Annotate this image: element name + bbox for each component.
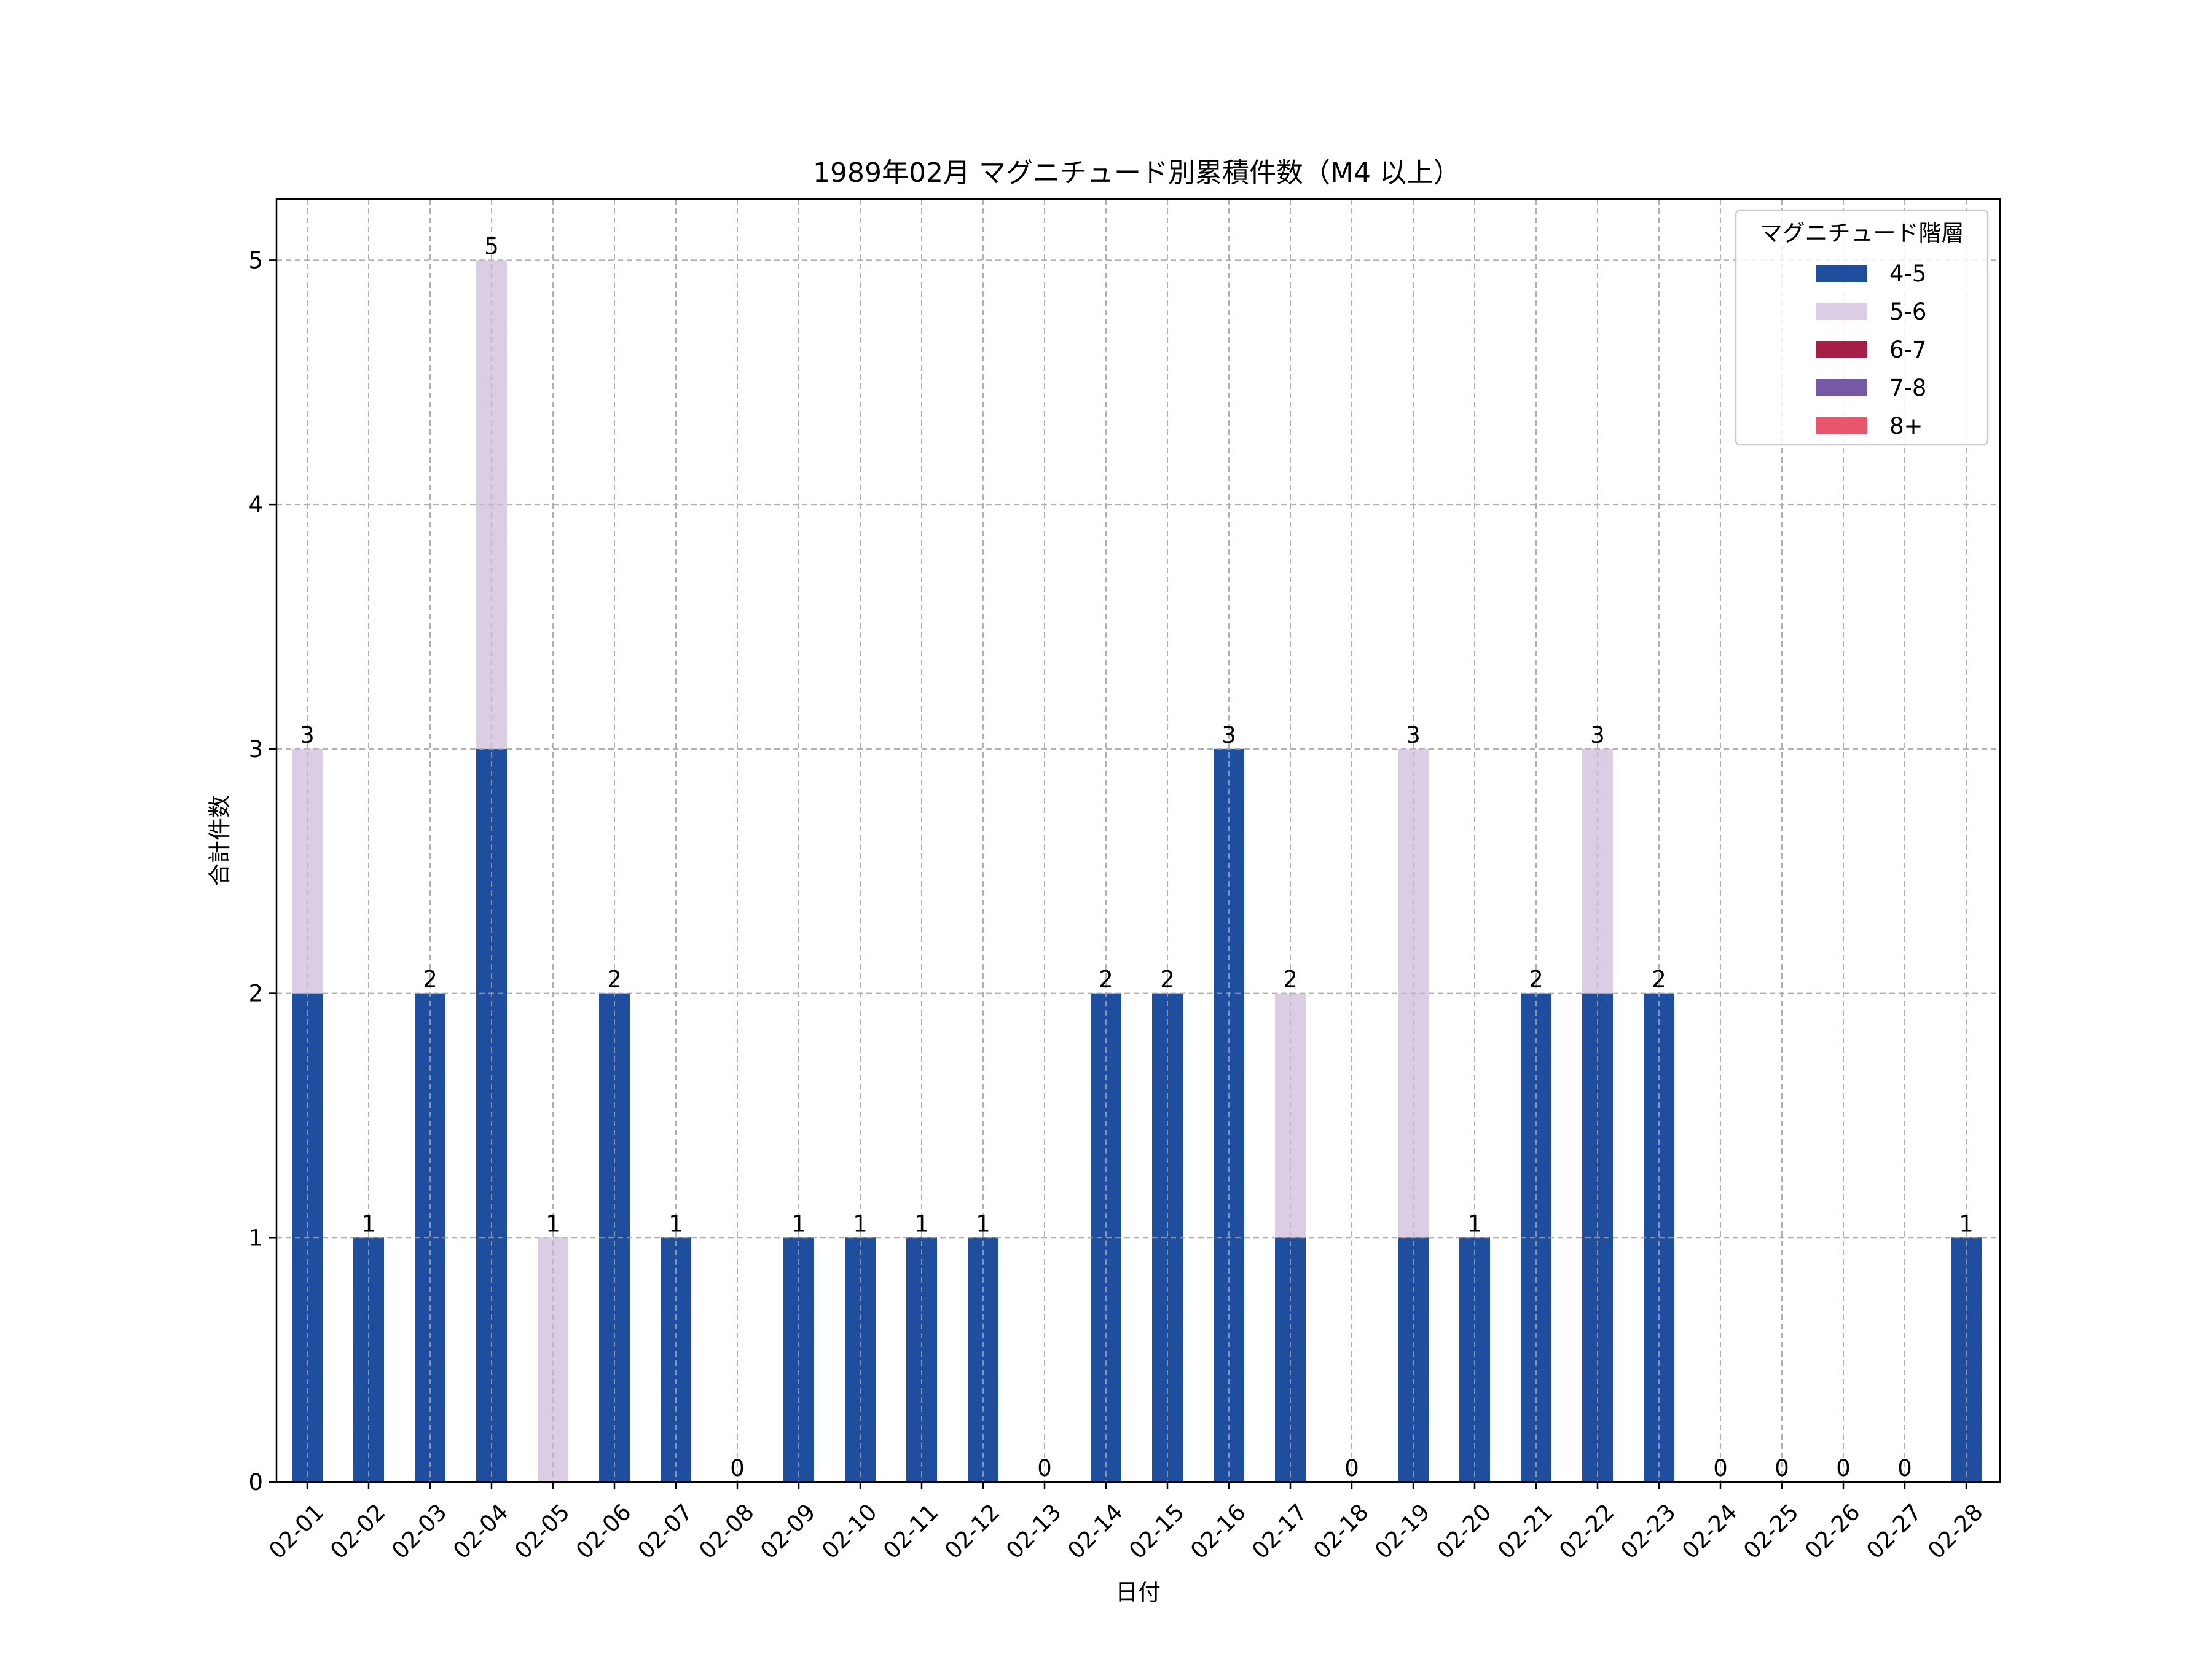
bar-total-label-02-13: 0 xyxy=(1037,1455,1052,1481)
bar-total-label-02-09: 1 xyxy=(791,1210,806,1237)
bar-total-label-02-11: 1 xyxy=(914,1210,929,1237)
bar-total-label-02-28: 1 xyxy=(1959,1210,1974,1237)
legend-swatch-8+ xyxy=(1816,417,1867,434)
bar-total-label-02-08: 0 xyxy=(730,1455,745,1481)
y-tick-label-5: 5 xyxy=(248,247,263,273)
bar-total-labels: 3 1 2 5 1 2 1 0 1 1 1 1 0 2 2 3 2 0 3 1 2 3 2 0 0 0 0 1 xyxy=(300,233,1974,1481)
bar-total-label-02-10: 1 xyxy=(853,1210,868,1237)
bar-total-label-02-22: 3 xyxy=(1590,722,1605,748)
legend-label-8+: 8+ xyxy=(1889,413,1923,439)
x-tick-label-02-01: 02-01 xyxy=(264,1499,329,1564)
bar-total-label-02-02: 1 xyxy=(361,1210,376,1237)
bar-total-label-02-25: 0 xyxy=(1775,1455,1789,1481)
legend-swatch-5-6 xyxy=(1816,303,1867,320)
legend: マグニチュード階層 4-5 5-6 6-7 7-8 8+ xyxy=(1735,209,1989,446)
x-tick-label-02-09: 02-09 xyxy=(755,1499,820,1564)
bar-total-label-02-17: 2 xyxy=(1283,967,1298,993)
legend-frame xyxy=(1735,209,1989,446)
x-tick-label-02-15: 02-15 xyxy=(1124,1499,1189,1564)
y-tick-label-1: 1 xyxy=(248,1225,263,1251)
x-tick-label-02-03: 02-03 xyxy=(386,1499,452,1564)
x-tick-label-02-05: 02-05 xyxy=(509,1499,575,1564)
x-tick-label-02-21: 02-21 xyxy=(1492,1499,1558,1564)
x-axis-label: 日付 xyxy=(1115,1579,1161,1606)
x-tick-label-02-20: 02-20 xyxy=(1431,1499,1496,1564)
bar-total-label-02-14: 2 xyxy=(1099,967,1113,993)
x-tick-label-02-18: 02-18 xyxy=(1308,1499,1373,1564)
bar-total-label-02-03: 2 xyxy=(423,967,437,993)
bar-total-label-02-23: 2 xyxy=(1652,967,1666,993)
x-tick-label-02-12: 02-12 xyxy=(939,1499,1005,1564)
y-tick-label-4: 4 xyxy=(248,492,263,518)
plot-frame xyxy=(275,198,2001,1483)
x-tick-label-02-11: 02-11 xyxy=(878,1499,943,1564)
x-tick-label-02-28: 02-28 xyxy=(1923,1499,1988,1564)
bar-total-label-02-18: 0 xyxy=(1344,1455,1359,1481)
x-axis-ticks: 02-0102-0202-0302-0402-0502-0602-0702-08… xyxy=(264,1482,1988,1564)
x-tick-label-02-19: 02-19 xyxy=(1370,1499,1435,1564)
bars xyxy=(276,199,2000,1482)
legend-title: マグニチュード階層 xyxy=(1760,220,1964,246)
legend-swatch-4-5 xyxy=(1816,265,1867,282)
bar-total-label-02-20: 1 xyxy=(1467,1210,1482,1237)
x-tick-label-02-16: 02-16 xyxy=(1185,1499,1250,1564)
x-tick-label-02-07: 02-07 xyxy=(632,1499,697,1564)
bar-total-label-02-12: 1 xyxy=(976,1210,990,1237)
y-tick-label-0: 0 xyxy=(248,1469,263,1496)
x-tick-label-02-22: 02-22 xyxy=(1554,1499,1619,1564)
y-tick-label-3: 3 xyxy=(248,736,263,763)
bar-total-label-02-27: 0 xyxy=(1897,1455,1912,1481)
y-tick-label-2: 2 xyxy=(248,981,263,1007)
bar-total-label-02-24: 0 xyxy=(1713,1455,1728,1481)
bar-total-label-02-19: 3 xyxy=(1406,722,1421,748)
x-tick-label-02-04: 02-04 xyxy=(448,1499,513,1564)
x-tick-label-02-17: 02-17 xyxy=(1247,1499,1312,1564)
bar-total-label-02-15: 2 xyxy=(1160,967,1175,993)
legend-label-7-8: 7-8 xyxy=(1889,375,1926,401)
bar-total-label-02-05: 1 xyxy=(546,1210,560,1237)
x-tick-label-02-24: 02-24 xyxy=(1677,1499,1742,1564)
bar-total-label-02-26: 0 xyxy=(1836,1455,1851,1481)
legend-label-4-5: 4-5 xyxy=(1889,261,1926,287)
legend-label-6-7: 6-7 xyxy=(1889,337,1926,363)
bar-total-label-02-06: 2 xyxy=(607,967,622,993)
bar-total-label-02-21: 2 xyxy=(1529,967,1543,993)
x-tick-label-02-14: 02-14 xyxy=(1062,1499,1128,1564)
chart-title: 1989年02月 マグニチュード別累積件数（M4 以上） xyxy=(813,157,1461,189)
x-tick-label-02-08: 02-08 xyxy=(694,1499,759,1564)
x-tick-label-02-25: 02-25 xyxy=(1738,1499,1803,1564)
x-tick-label-02-13: 02-13 xyxy=(1001,1499,1066,1564)
y-axis-label: 合計件数 xyxy=(206,795,233,886)
bar-total-label-02-07: 1 xyxy=(669,1210,683,1237)
x-tick-label-02-02: 02-02 xyxy=(325,1499,390,1564)
x-tick-label-02-26: 02-26 xyxy=(1800,1499,1865,1564)
y-axis-ticks: 0 1 2 3 4 5 xyxy=(248,247,276,1496)
bar-total-label-02-16: 3 xyxy=(1222,722,1236,748)
x-tick-label-02-27: 02-27 xyxy=(1861,1499,1926,1564)
x-tick-label-02-23: 02-23 xyxy=(1615,1499,1681,1564)
bar-total-label-02-01: 3 xyxy=(300,722,315,748)
legend-swatch-7-8 xyxy=(1816,379,1867,396)
bar-total-label-02-04: 5 xyxy=(484,233,499,259)
x-tick-label-02-10: 02-10 xyxy=(817,1499,882,1564)
grid-overlay xyxy=(276,199,2000,1482)
legend-label-5-6: 5-6 xyxy=(1889,299,1926,325)
legend-swatch-6-7 xyxy=(1816,341,1867,358)
x-tick-label-02-06: 02-06 xyxy=(571,1499,636,1564)
